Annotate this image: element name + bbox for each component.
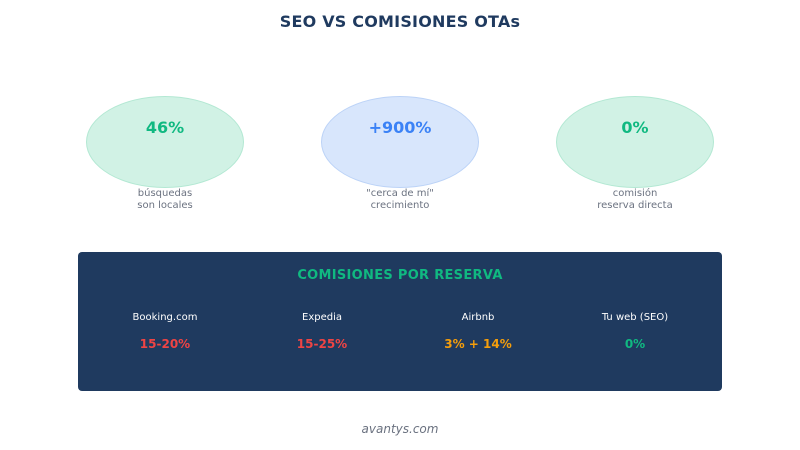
stat-label: comisión reserva directa — [535, 188, 735, 212]
commission-name: Tu web (SEO) — [601, 312, 669, 323]
stat-label-line: son locales — [137, 200, 193, 211]
commission-item-airbnb: Airbnb 3% + 14% — [393, 312, 563, 351]
commission-rate: 3% + 14% — [444, 337, 512, 351]
commission-name: Booking.com — [132, 312, 198, 323]
commission-name: Airbnb — [461, 312, 495, 323]
stat-label-line: crecimiento — [370, 200, 430, 211]
stat-bubble — [556, 96, 714, 188]
commission-rate: 15-25% — [296, 337, 348, 351]
page-title: SEO VS COMISIONES OTAs — [279, 12, 521, 31]
stat-label-line: reserva directa — [597, 200, 673, 211]
stat-value: 46% — [145, 118, 185, 137]
stat-local-searches: 46% búsquedas son locales — [86, 96, 244, 211]
stat-label-line: "cerca de mí" — [366, 188, 434, 199]
commission-item-own-web: Tu web (SEO) 0% — [550, 312, 720, 351]
stat-bubble — [321, 96, 479, 188]
stat-label: búsquedas son locales — [65, 188, 265, 212]
commission-name: Expedia — [302, 312, 342, 323]
stat-value: +900% — [368, 118, 432, 137]
commission-rate: 15-20% — [139, 337, 191, 351]
stat-near-me-growth: +900% "cerca de mí" crecimiento — [321, 96, 479, 211]
commission-rate: 0% — [624, 337, 646, 351]
commissions-panel: COMISIONES POR RESERVA Booking.com 15-20… — [78, 252, 722, 391]
stat-label-line: búsquedas — [137, 188, 193, 199]
footer-brand: avantys.com — [361, 422, 439, 436]
stat-label-line: comisión — [612, 188, 658, 199]
panel-title: COMISIONES POR RESERVA — [297, 268, 503, 283]
commission-item-expedia: Expedia 15-25% — [237, 312, 407, 351]
stat-value: 0% — [621, 118, 649, 137]
stat-direct-booking: 0% comisión reserva directa — [556, 96, 714, 211]
stat-bubble — [86, 96, 244, 188]
commission-item-booking: Booking.com 15-20% — [80, 312, 250, 351]
stat-label: "cerca de mí" crecimiento — [300, 188, 500, 212]
